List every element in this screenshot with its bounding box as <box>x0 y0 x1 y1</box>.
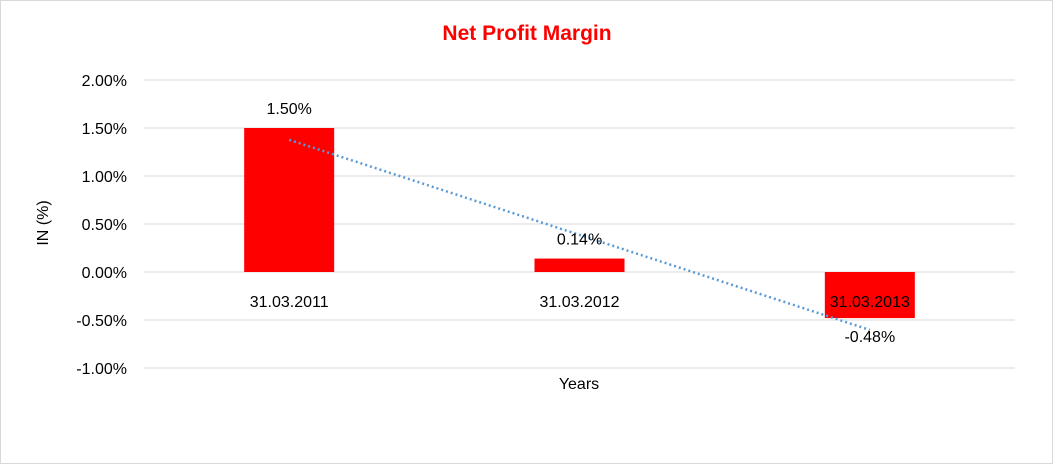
y-tick-label: 0.00% <box>82 265 127 282</box>
category-label: 31.03.2013 <box>830 294 910 311</box>
chart-title: Net Profit Margin <box>442 22 611 45</box>
data-label: 0.14% <box>557 232 602 249</box>
bars <box>244 128 915 319</box>
y-tick-label: 2.00% <box>82 73 127 90</box>
y-tick-label: 0.50% <box>82 217 127 234</box>
bar-31.03.2013 <box>824 272 915 319</box>
y-tick-label: 1.50% <box>82 121 127 138</box>
y-tick-label: 1.00% <box>82 169 127 186</box>
y-tick-label: -0.50% <box>76 313 127 330</box>
y-axis-label: IN (%) <box>35 200 52 245</box>
category-label: 31.03.2011 <box>250 294 329 311</box>
x-axis-label: Years <box>559 376 599 393</box>
category-label: 31.03.2012 <box>539 294 619 311</box>
y-tick-label: -1.00% <box>76 361 127 378</box>
data-label: 1.50% <box>266 101 311 118</box>
bar-31.03.2011 <box>244 128 335 272</box>
bar-31.03.2012 <box>534 258 625 272</box>
y-axis-tick-labels: 2.00% 1.50% 1.00% 0.50% 0.00% -0.50% -1.00% <box>76 73 127 378</box>
data-label: -0.48% <box>844 329 895 346</box>
labels: 1.50% 31.03.2011 0.14% 31.03.2012 -0.48% 31.0… <box>250 101 910 346</box>
trendline <box>288 138 871 332</box>
trendline-layer <box>288 138 871 332</box>
